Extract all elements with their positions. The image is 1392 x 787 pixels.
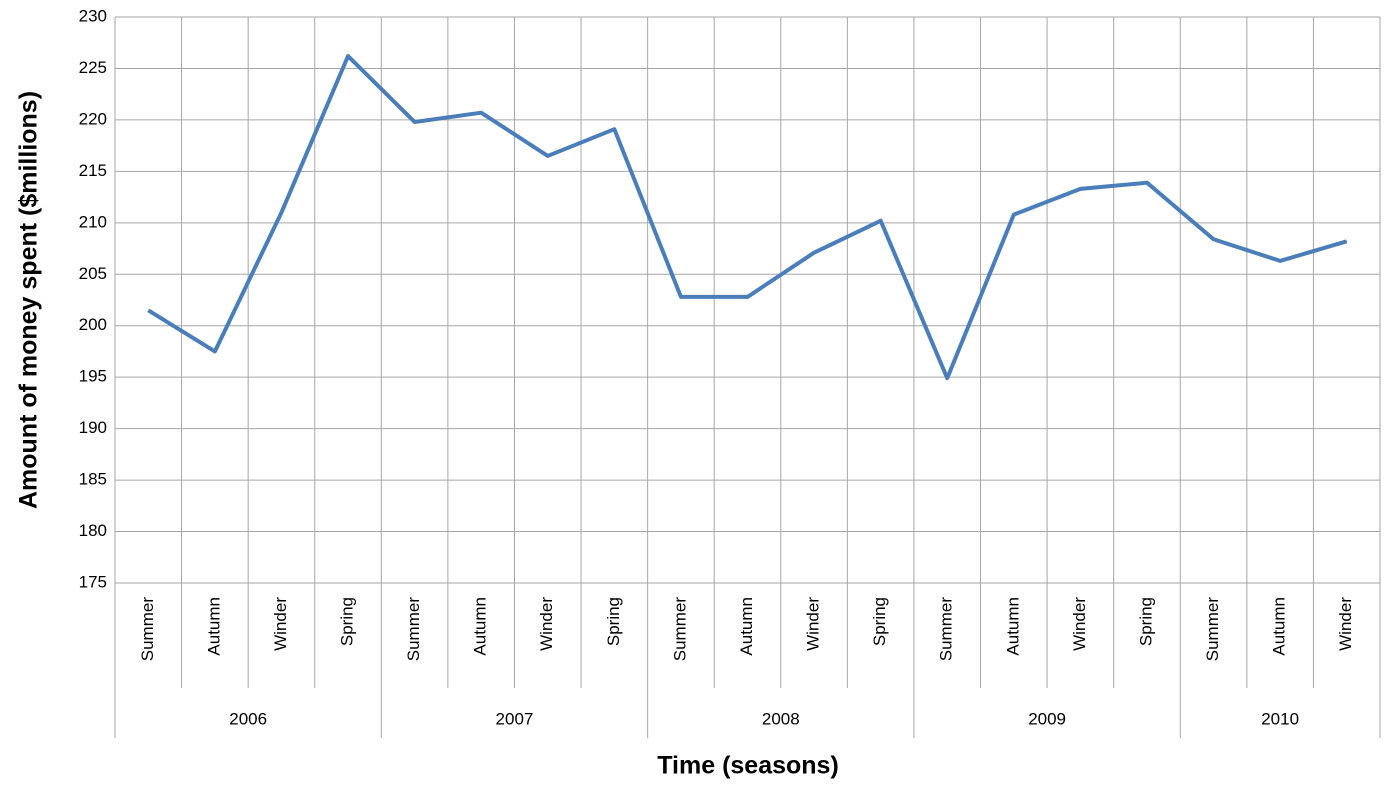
group-label: 2006 bbox=[229, 709, 267, 728]
y-tick-label: 190 bbox=[79, 418, 107, 437]
x-tick-label: Spring bbox=[870, 597, 889, 646]
group-label: 2007 bbox=[496, 709, 534, 728]
y-tick-label: 175 bbox=[79, 572, 107, 591]
x-tick-label: Summer bbox=[937, 597, 956, 662]
y-tick-label: 215 bbox=[79, 161, 107, 180]
x-tick-label: Autumn bbox=[1270, 597, 1289, 656]
x-tick-label: Summer bbox=[404, 597, 423, 662]
x-tick-label: Winder bbox=[271, 597, 290, 651]
x-tick-label: Winder bbox=[1336, 597, 1355, 651]
x-tick-label: Spring bbox=[338, 597, 357, 646]
group-label: 2010 bbox=[1261, 709, 1299, 728]
x-tick-label: Winder bbox=[804, 597, 823, 651]
x-tick-label: Autumn bbox=[737, 597, 756, 656]
x-axis-title: Time (seasons) bbox=[657, 752, 839, 780]
y-tick-label: 195 bbox=[79, 367, 107, 386]
x-tick-label: Spring bbox=[1136, 597, 1155, 646]
x-tick-label: Winder bbox=[537, 597, 556, 651]
y-tick-label: 200 bbox=[79, 315, 107, 334]
y-tick-label: 230 bbox=[79, 6, 107, 25]
data-line bbox=[147, 54, 1348, 381]
y-tick-label: 210 bbox=[79, 212, 107, 231]
x-tick-label: Autumn bbox=[204, 597, 223, 656]
x-tick-label: Autumn bbox=[471, 597, 490, 656]
y-tick-label: 185 bbox=[79, 470, 107, 489]
x-tick-label: Summer bbox=[670, 597, 689, 662]
y-tick-label: 220 bbox=[79, 109, 107, 128]
y-tick-label: 180 bbox=[79, 521, 107, 540]
y-tick-label: 225 bbox=[79, 58, 107, 77]
x-tick-label: Summer bbox=[138, 597, 157, 662]
x-tick-label: Winder bbox=[1070, 597, 1089, 651]
x-tick-label: Autumn bbox=[1003, 597, 1022, 656]
x-tick-label: Summer bbox=[1203, 597, 1222, 662]
x-tick-label: Spring bbox=[604, 597, 623, 646]
group-label: 2009 bbox=[1028, 709, 1066, 728]
group-label: 2008 bbox=[762, 709, 800, 728]
y-tick-label: 205 bbox=[79, 264, 107, 283]
y-axis-title: Amount of money spent ($millions) bbox=[15, 91, 43, 509]
